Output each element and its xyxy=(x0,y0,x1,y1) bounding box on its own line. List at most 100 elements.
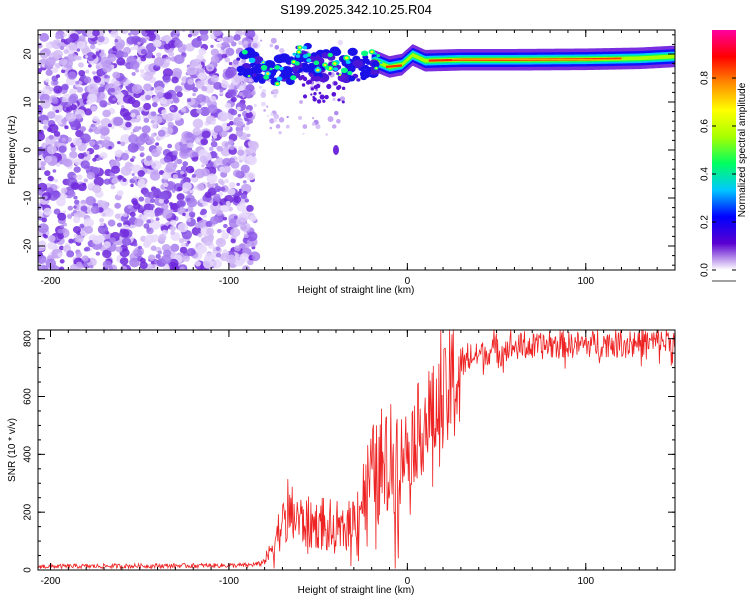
noise-blob xyxy=(311,122,316,126)
noise-blob xyxy=(164,92,172,100)
snr-y-tick-label: 200 xyxy=(23,503,34,520)
colorbar-tick-label: 0.0 xyxy=(700,263,711,277)
noise-blob xyxy=(45,69,53,76)
noise-blob xyxy=(44,155,53,163)
noise-blob xyxy=(111,177,119,184)
signal-blotch xyxy=(340,74,346,80)
noise-blob xyxy=(183,255,190,262)
noise-blob xyxy=(260,39,263,42)
noise-blob xyxy=(148,254,156,262)
noise-blob xyxy=(160,36,166,42)
noise-blob xyxy=(212,30,222,37)
signal-blotch xyxy=(309,54,321,64)
noise-blob xyxy=(266,105,269,108)
noise-blob xyxy=(153,116,163,124)
noise-blob xyxy=(235,130,244,137)
noise-blob xyxy=(248,78,253,83)
noise-blob xyxy=(102,249,112,259)
noise-blob xyxy=(40,161,47,167)
noise-blob xyxy=(244,30,256,39)
signal-blotch xyxy=(290,75,297,81)
noise-blob xyxy=(128,32,132,36)
noise-blob xyxy=(173,54,185,65)
noise-blob xyxy=(187,79,194,85)
snr-y-tick-label: 600 xyxy=(23,388,34,405)
noise-blob xyxy=(87,93,98,103)
noise-blob xyxy=(43,207,53,216)
noise-blob xyxy=(278,117,285,123)
signal-blotch xyxy=(336,72,340,76)
noise-blob xyxy=(237,113,242,118)
noise-blob xyxy=(196,108,203,114)
noise-blob xyxy=(92,116,99,122)
noise-blob xyxy=(218,37,223,42)
noise-blob xyxy=(225,200,231,206)
noise-blob xyxy=(273,118,278,123)
noise-blob xyxy=(119,257,129,266)
noise-blob xyxy=(210,44,214,48)
noise-blob xyxy=(109,87,116,93)
noise-blob xyxy=(73,174,78,179)
noise-blob xyxy=(200,209,207,215)
noise-blob xyxy=(58,245,65,251)
noise-blob xyxy=(174,85,183,93)
noise-blob xyxy=(217,111,229,122)
signal-blotch xyxy=(322,79,326,83)
noise-blob xyxy=(73,205,77,209)
signal-blotch xyxy=(316,99,322,104)
noise-blob xyxy=(230,96,237,103)
noise-blob xyxy=(209,95,217,102)
noise-blob xyxy=(246,109,250,114)
noise-blob xyxy=(107,102,111,106)
noise-blob xyxy=(38,251,41,255)
noise-blob xyxy=(132,249,138,255)
noise-blob xyxy=(75,234,84,243)
signal-blotch xyxy=(371,61,380,68)
noise-blob xyxy=(269,43,274,48)
noise-blob xyxy=(157,250,162,255)
signal-blotch xyxy=(328,71,332,76)
noise-blob xyxy=(130,118,136,123)
noise-blob xyxy=(223,223,228,229)
noise-blob xyxy=(252,42,258,49)
noise-blob xyxy=(180,170,185,175)
noise-blob xyxy=(204,252,215,262)
noise-blob xyxy=(327,116,334,123)
noise-blob xyxy=(158,233,167,242)
noise-blob xyxy=(89,140,96,146)
noise-blob xyxy=(227,188,236,196)
noise-blob xyxy=(44,170,51,177)
noise-blob xyxy=(228,181,236,189)
noise-blob xyxy=(186,248,196,257)
snr-panel: -200 -100 0 100 0 200 400 600 800 Height of stra… xyxy=(7,329,676,596)
signal-blotch xyxy=(345,60,351,65)
noise-blob xyxy=(216,145,224,152)
noise-blob xyxy=(130,112,136,118)
noise-blob xyxy=(144,234,155,244)
noise-blob xyxy=(141,125,151,134)
noise-blob xyxy=(47,111,56,119)
signal-blotch xyxy=(274,65,281,70)
noise-blob xyxy=(120,134,131,144)
noise-blob xyxy=(73,195,78,200)
noise-blob xyxy=(45,78,50,83)
noise-blob xyxy=(182,173,186,177)
noise-blob xyxy=(240,82,244,85)
noise-blob xyxy=(92,235,103,245)
noise-blob xyxy=(115,50,125,59)
noise-blob xyxy=(130,30,141,36)
noise-blob xyxy=(125,121,132,128)
noise-blob xyxy=(194,260,201,267)
noise-blob xyxy=(162,75,171,83)
noise-blob xyxy=(169,219,177,226)
noise-blob xyxy=(169,263,180,270)
signal-blotch xyxy=(311,52,317,57)
spectrogram-y-tick-label: 20 xyxy=(23,48,34,60)
noise-blob xyxy=(163,155,172,163)
noise-blob xyxy=(59,266,65,270)
noise-blob xyxy=(85,69,90,74)
noise-blob xyxy=(238,85,245,92)
colorbar-tick-label: 0.6 xyxy=(700,119,711,133)
noise-blob xyxy=(53,130,61,137)
noise-blob xyxy=(78,35,86,42)
